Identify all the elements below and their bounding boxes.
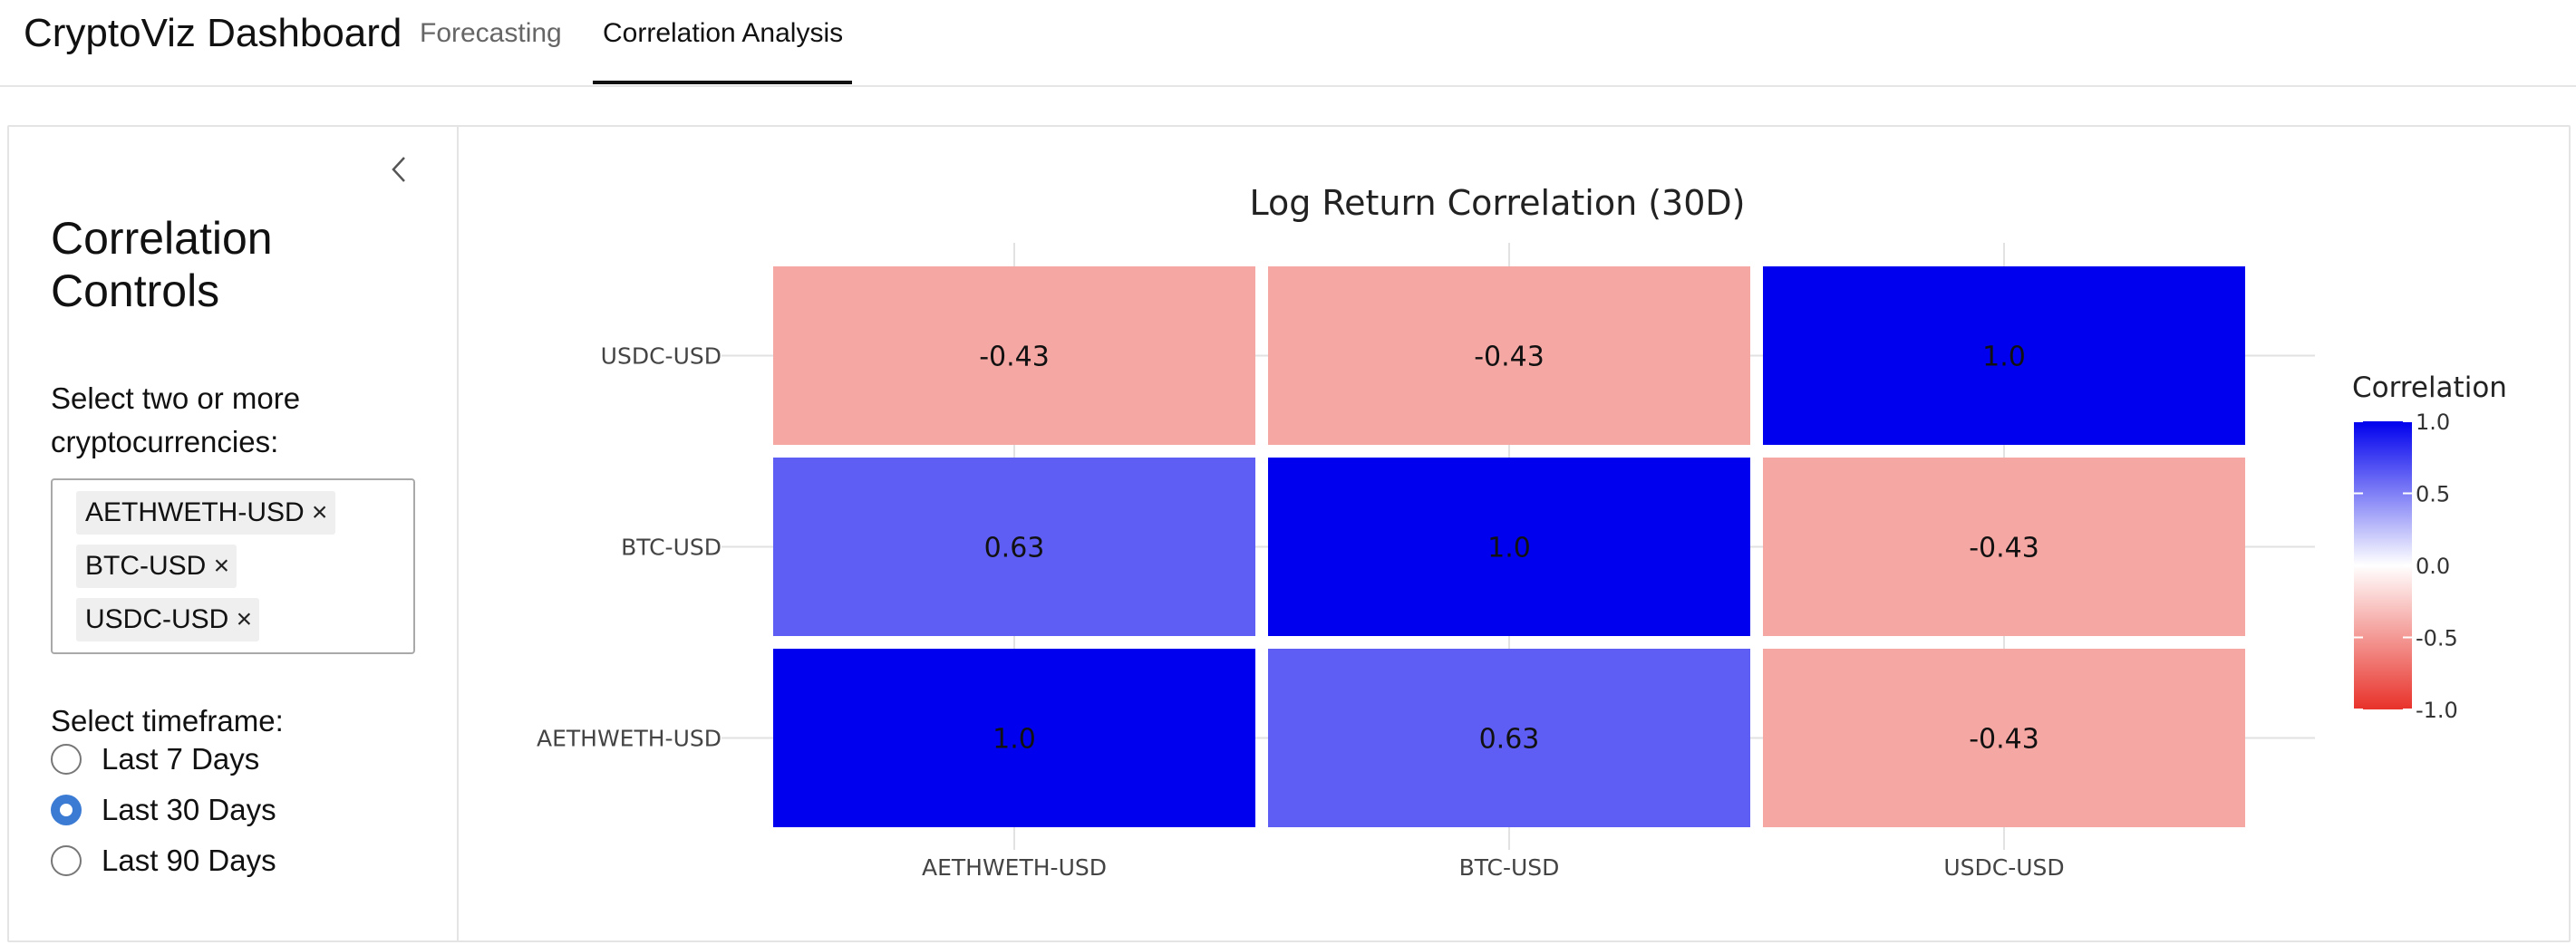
colorbar-tick-label: 1.0 xyxy=(2416,410,2450,435)
radio-button[interactable] xyxy=(51,744,82,775)
cell-value-label: 1.0 xyxy=(993,724,1036,756)
app-title: CryptoViz Dashboard xyxy=(24,11,402,55)
heatmap-cell[interactable] xyxy=(1268,649,1750,827)
correlation-heatmap-area: 1.0 0.63 -0.43 0.63 1.0 -0.43 -0.43 -0.43 1.0 AE… xyxy=(459,127,2569,940)
cell-value-label: 0.63 xyxy=(1479,724,1540,756)
colorbar-tick-label: -0.5 xyxy=(2416,626,2458,651)
cell-value-label: 1.0 xyxy=(1982,342,2026,373)
cell-value-label: -0.43 xyxy=(1969,724,2039,756)
heatmap-cell[interactable] xyxy=(1763,266,2245,445)
legend-title: Correlation xyxy=(2352,371,2507,404)
heatmap-cell[interactable] xyxy=(1268,458,1750,636)
x-tick-label: USDC-USD xyxy=(1943,854,2064,881)
heatmap-cell[interactable] xyxy=(773,649,1255,827)
x-tick-label: BTC-USD xyxy=(1459,854,1560,881)
selected-chip[interactable]: AETHWETH-USD × xyxy=(76,491,335,535)
top-navbar: CryptoViz Dashboard Forecasting Correlat… xyxy=(0,0,2576,87)
tab-correlation-analysis[interactable]: Correlation Analysis xyxy=(603,18,844,48)
radio-label: Last 90 Days xyxy=(102,844,276,877)
heatmap-cell[interactable] xyxy=(1763,649,2245,827)
crypto-multiselect[interactable]: AETHWETH-USD × BTC-USD × USDC-USD × xyxy=(51,478,415,654)
sidebar-title: Correlation Controls xyxy=(51,213,273,316)
cell-value-label: -0.43 xyxy=(1474,342,1545,373)
tab-forecasting[interactable]: Forecasting xyxy=(420,18,562,48)
chip-label: BTC-USD xyxy=(85,551,207,581)
active-tab-indicator xyxy=(593,81,852,84)
chevron-left-icon[interactable] xyxy=(384,154,415,185)
colorbar xyxy=(2354,421,2412,709)
colorbar-tick-label: 0.5 xyxy=(2416,482,2450,507)
y-tick-label: USDC-USD xyxy=(601,343,721,370)
radio-label: Last 30 Days xyxy=(102,793,276,826)
heatmap-cell[interactable] xyxy=(1268,266,1750,445)
crypto-select-label: Select two or more cryptocurrencies: xyxy=(51,381,301,458)
remove-chip-icon[interactable]: × xyxy=(236,604,253,634)
y-tick-label: AETHWETH-USD xyxy=(537,726,721,752)
cell-value-label: -0.43 xyxy=(1969,533,2039,564)
heatmap-cell[interactable] xyxy=(1763,458,2245,636)
remove-chip-icon[interactable]: × xyxy=(311,497,328,527)
colorbar-tick-label: 0.0 xyxy=(2416,554,2450,579)
radio-button[interactable] xyxy=(51,845,82,876)
chip-label: USDC-USD xyxy=(85,604,229,634)
cell-value-label: -0.43 xyxy=(979,342,1050,373)
radio-button-checked[interactable] xyxy=(51,795,82,825)
sidebar-panel xyxy=(7,125,459,942)
heatmap-cell[interactable] xyxy=(773,266,1255,445)
cell-value-label: 1.0 xyxy=(1487,533,1531,564)
timeframe-label: Select timeframe: xyxy=(51,704,284,738)
selected-chip[interactable]: BTC-USD × xyxy=(76,545,237,588)
radio-last-30-days[interactable]: Last 30 Days xyxy=(51,789,276,831)
x-tick-label: AETHWETH-USD xyxy=(922,854,1107,881)
selected-chip[interactable]: USDC-USD × xyxy=(76,598,260,641)
colorbar-tick-label: -1.0 xyxy=(2416,698,2458,723)
radio-last-7-days[interactable]: Last 7 Days xyxy=(51,738,259,780)
cell-value-label: 0.63 xyxy=(984,533,1045,564)
radio-label: Last 7 Days xyxy=(102,742,260,776)
correlation-heatmap[interactable]: 1.0 0.63 -0.43 0.63 1.0 -0.43 -0.43 -0.43 1.0 AE… xyxy=(459,127,2569,940)
chart-title: Log Return Correlation (30D) xyxy=(1249,183,1745,223)
remove-chip-icon[interactable]: × xyxy=(213,551,230,581)
radio-last-90-days[interactable]: Last 90 Days xyxy=(51,840,276,882)
heatmap-cell[interactable] xyxy=(773,458,1255,636)
chip-label: AETHWETH-USD xyxy=(85,497,305,527)
y-tick-label: BTC-USD xyxy=(621,535,721,561)
